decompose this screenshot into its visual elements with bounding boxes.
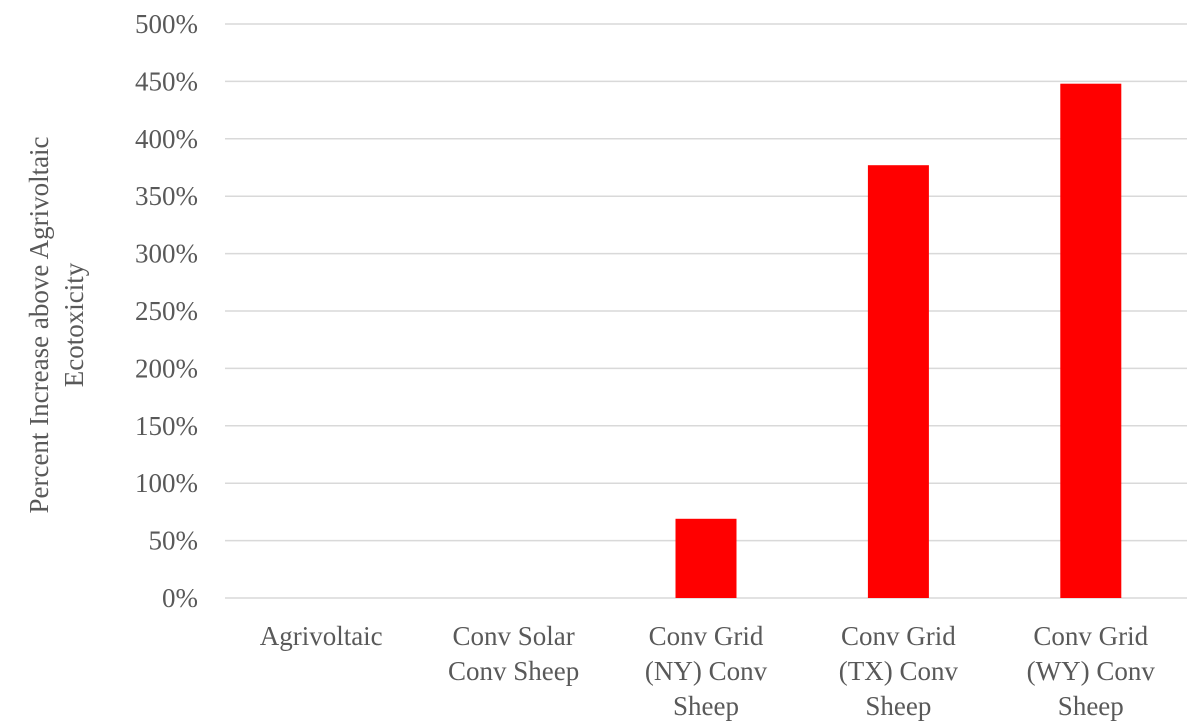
x-tick-label: Agrivoltaic xyxy=(260,621,383,651)
bar xyxy=(867,165,929,599)
y-tick-label: 500% xyxy=(135,9,198,39)
x-tick-label-line: Conv Grid xyxy=(649,621,764,651)
x-axis-tick-labels: Agrivoltaic Conv Solar Conv Sheep Conv Grid… xyxy=(260,621,1156,721)
y-tick-label: 400% xyxy=(135,124,198,154)
x-tick-label: Conv Grid (TX) Conv Sheep xyxy=(839,621,959,721)
y-axis-tick-labels: 0% 50% 100% 150% 200% 250% 300% 350% 400% 450% 500… xyxy=(135,9,198,613)
y-tick-label: 200% xyxy=(135,353,198,383)
y-tick-label: 0% xyxy=(162,583,198,613)
x-tick-label: Conv Grid (NY) Conv Sheep xyxy=(645,621,768,721)
y-axis-title-line: Ecotoxicity xyxy=(59,262,89,387)
bars xyxy=(675,83,1122,599)
x-tick-label-line: Conv Grid xyxy=(1033,621,1148,651)
y-tick-label: 250% xyxy=(135,296,198,326)
y-axis-title-line: Percent Increase above Agrivoltaic xyxy=(24,136,54,513)
x-tick-label-line: Sheep xyxy=(1058,691,1124,721)
y-axis-title: Percent Increase above Agrivoltaic Ecotox… xyxy=(24,136,89,513)
x-tick-label-line: (WY) Conv xyxy=(1027,656,1156,686)
y-tick-label: 450% xyxy=(135,66,198,96)
x-tick-label: Conv Solar Conv Sheep xyxy=(448,621,579,686)
y-axis-title-text: Percent Increase above Agrivoltaic Ecotox… xyxy=(24,136,89,513)
x-tick-label-line: (TX) Conv xyxy=(839,656,959,686)
x-tick-label-line: Agrivoltaic xyxy=(260,621,383,651)
y-tick-label: 150% xyxy=(135,411,198,441)
gridlines xyxy=(225,23,1187,599)
y-tick-label: 50% xyxy=(149,526,199,556)
x-tick-label-line: Sheep xyxy=(865,691,931,721)
x-tick-label-line: Conv Solar xyxy=(452,621,574,651)
x-tick-label-line: Sheep xyxy=(673,691,739,721)
y-tick-label: 100% xyxy=(135,468,198,498)
x-tick-label-line: Conv Grid xyxy=(841,621,956,651)
x-tick-label-line: Conv Sheep xyxy=(448,656,579,686)
x-tick-label-line: (NY) Conv xyxy=(645,656,768,686)
x-tick-label: Conv Grid (WY) Conv Sheep xyxy=(1027,621,1156,721)
y-tick-label: 300% xyxy=(135,239,198,269)
y-tick-label: 350% xyxy=(135,181,198,211)
bar xyxy=(675,518,737,598)
bar xyxy=(1060,83,1122,599)
